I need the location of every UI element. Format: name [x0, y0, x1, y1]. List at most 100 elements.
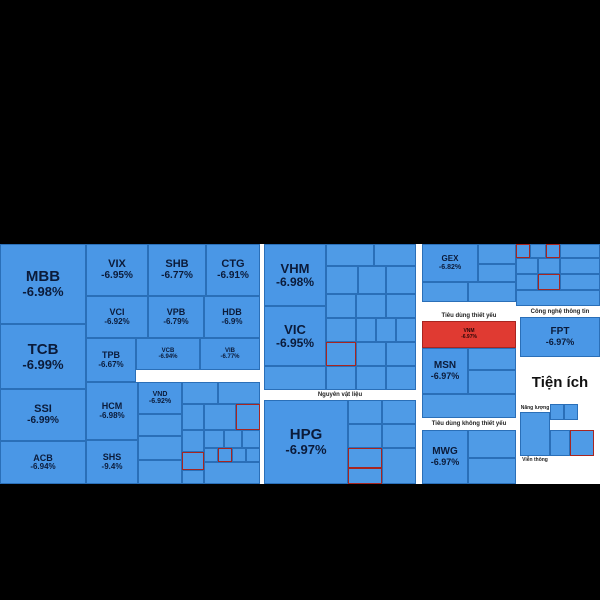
heatmap-tile-small [182, 430, 204, 452]
tile-ticker: HPG [289, 426, 323, 444]
heatmap-tile-small [348, 448, 382, 468]
tile-ticker: MSN [433, 360, 457, 372]
tile-change: -6.97% [285, 442, 327, 458]
heatmap-tile-small [138, 460, 182, 484]
heatmap-tile-small [520, 412, 550, 456]
heatmap-tile-small [478, 244, 516, 264]
tile-ticker: VIB [224, 347, 235, 354]
tile-change: -9.4% [101, 461, 123, 471]
heatmap-tile-small [326, 342, 356, 366]
tile-ticker: MBB [25, 268, 61, 286]
heatmap-tile-gex: GEX -6.82% [422, 244, 478, 282]
tile-ticker: VPB [166, 307, 186, 318]
heatmap-tile-hpg: HPG -6.97% [264, 400, 348, 484]
tile-change: -6.98% [275, 274, 315, 289]
heatmap-tile-small [550, 404, 564, 420]
heatmap-tile-small [356, 318, 376, 342]
heatmap-tile-small [422, 394, 516, 418]
sector-label: Tiêu dùng thiết yếu [422, 310, 516, 321]
heatmap-tile-small [382, 448, 416, 484]
tile-change: -6.95% [101, 269, 133, 281]
heatmap-tile-small [538, 258, 560, 274]
tile-change: -6.79% [163, 316, 189, 326]
heatmap-tile-small [468, 458, 516, 484]
heatmap-tile-small [326, 244, 374, 266]
sector-label: Công nghệ thông tin [520, 306, 600, 317]
tile-change: -6.97% [545, 336, 575, 347]
tile-change: -6.97% [461, 333, 477, 340]
heatmap-tile-small [204, 430, 224, 448]
heatmap-tile-small [538, 274, 560, 290]
heatmap-tile-small [356, 294, 386, 318]
heatmap-tile-ssi: SSI -6.99% [0, 389, 86, 441]
heatmap-tile-small [182, 382, 218, 404]
heatmap-tile-small [236, 404, 260, 430]
tile-ticker: VND [152, 390, 168, 398]
heatmap-tile-small [356, 342, 386, 366]
sector-label: Tiện ích [520, 364, 600, 400]
heatmap-tile-tcb: TCB -6.99% [0, 324, 86, 389]
tile-change: -6.99% [22, 356, 64, 372]
heatmap-tile-vpb: VPB -6.79% [148, 296, 204, 338]
tile-ticker: VCI [109, 307, 125, 318]
heatmap-tile-small [550, 430, 570, 456]
tile-ticker: MWG [432, 446, 458, 458]
heatmap-tile-small [530, 244, 546, 258]
heatmap-tile-ctg: CTG -6.91% [206, 244, 260, 296]
tile-change: -6.94% [158, 354, 178, 360]
heatmap-tile-mwg: MWG -6.97% [422, 430, 468, 484]
heatmap-tile-small [246, 448, 260, 462]
tile-change: -6.98% [22, 284, 64, 300]
heatmap-tile-small [224, 430, 242, 448]
heatmap-tile-small [468, 430, 516, 458]
heatmap-tile-vhm: VHM -6.98% [264, 244, 326, 306]
tile-ticker: VIX [108, 257, 126, 270]
tile-ticker: VNM [463, 328, 475, 335]
tile-change: -6.94% [30, 462, 56, 472]
heatmap-tile-small [242, 430, 260, 448]
tile-ticker: GEX [441, 254, 459, 264]
heatmap-tile-hcm: HCM -6.98% [86, 382, 138, 440]
heatmap-tile-small [138, 414, 182, 436]
heatmap-tile-small [560, 244, 600, 258]
heatmap-tile-small [386, 366, 416, 390]
heatmap-tile-acb: ACB -6.94% [0, 441, 86, 484]
tile-change: -6.77% [220, 354, 240, 360]
tile-change: -6.92% [104, 316, 130, 326]
heatmap-tile-small [516, 274, 538, 290]
tile-change: -6.9% [221, 316, 243, 326]
heatmap-tile-mbb: MBB -6.98% [0, 244, 86, 324]
tile-ticker: CTG [221, 257, 245, 270]
heatmap-tile-small [182, 452, 204, 470]
heatmap-tile-small [422, 282, 468, 302]
heatmap-tile-small [386, 342, 416, 366]
heatmap-tile-small [516, 258, 538, 274]
tile-ticker: SHS [102, 452, 122, 463]
heatmap-tile-small [348, 468, 382, 484]
heatmap-tile-small [468, 370, 516, 394]
heatmap-tile-small [326, 266, 358, 294]
tile-change: -6.99% [27, 414, 59, 426]
tile-ticker: VHM [280, 260, 310, 276]
tile-ticker: ACB [33, 452, 53, 463]
heatmap-tile-small [516, 290, 600, 306]
sector-label: Tiêu dùng không thiết yếu [422, 418, 516, 430]
tile-change: -6.92% [148, 398, 172, 405]
heatmap-tile-small [182, 404, 204, 430]
heatmap-tile-small [386, 294, 416, 318]
heatmap-tile-shs: SHS -9.4% [86, 440, 138, 484]
heatmap-tile-small [546, 244, 560, 258]
heatmap-tile-small [564, 404, 578, 420]
heatmap-tile-small [570, 430, 594, 456]
tile-ticker: HDB [222, 307, 242, 318]
tile-ticker: TCB [27, 340, 59, 358]
heatmap-tile-msn: MSN -6.97% [422, 348, 468, 394]
tile-ticker: FPT [550, 326, 570, 338]
heatmap-tile-small [326, 294, 356, 318]
heatmap-tile-small [478, 264, 516, 282]
heatmap-tile-small [218, 448, 232, 462]
heatmap-tile-small [560, 274, 600, 290]
tile-change: -6.67% [98, 359, 124, 369]
heatmap-tile-shb: SHB -6.77% [148, 244, 206, 296]
tile-change: -6.98% [99, 410, 125, 420]
